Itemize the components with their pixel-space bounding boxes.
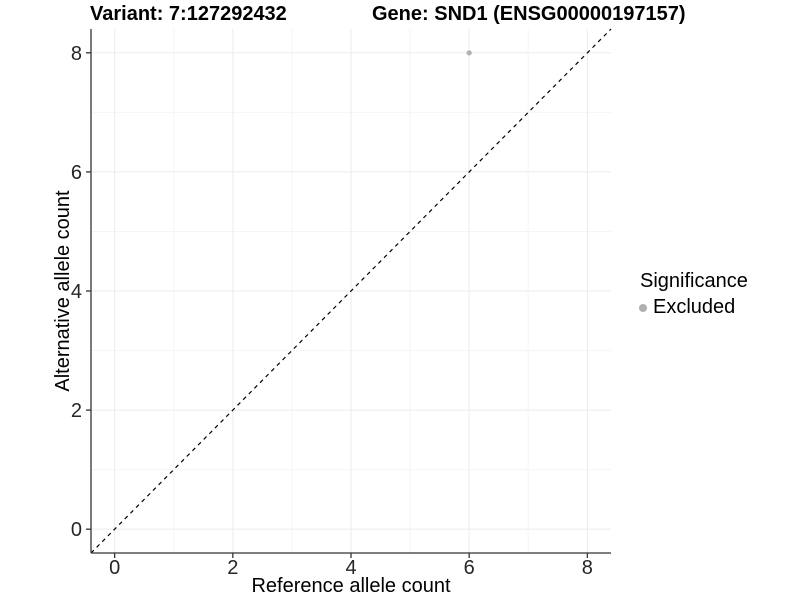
legend: Significance Excluded <box>630 270 748 319</box>
x-tick-label: 4 <box>345 557 356 579</box>
excluded-point-icon <box>639 303 647 312</box>
variant-title: Variant: 7:127292432 <box>90 3 287 25</box>
legend-item-label: Excluded <box>653 296 736 318</box>
data-point-excluded <box>466 50 472 56</box>
gene-title: Gene: SND1 (ENSG00000197157) <box>372 3 686 25</box>
y-tick-label: 0 <box>71 519 82 541</box>
y-tick-label: 4 <box>71 281 82 303</box>
x-tick-label: 8 <box>582 557 593 579</box>
y-tick-label: 2 <box>71 400 82 422</box>
y-axis-title: Alternative allele count <box>52 190 74 392</box>
x-axis-title: Reference allele count <box>251 575 451 597</box>
y-tick-label: 6 <box>71 162 82 184</box>
x-tick-label: 0 <box>109 557 120 579</box>
y-tick-label: 8 <box>71 43 82 65</box>
legend-title: Significance <box>640 270 748 292</box>
legend-key-box <box>636 301 650 315</box>
x-tick-label: 2 <box>227 557 238 579</box>
identity-dashed-line <box>90 28 612 554</box>
x-tick-label: 6 <box>464 557 475 579</box>
legend-item-excluded: Excluded <box>630 296 748 319</box>
